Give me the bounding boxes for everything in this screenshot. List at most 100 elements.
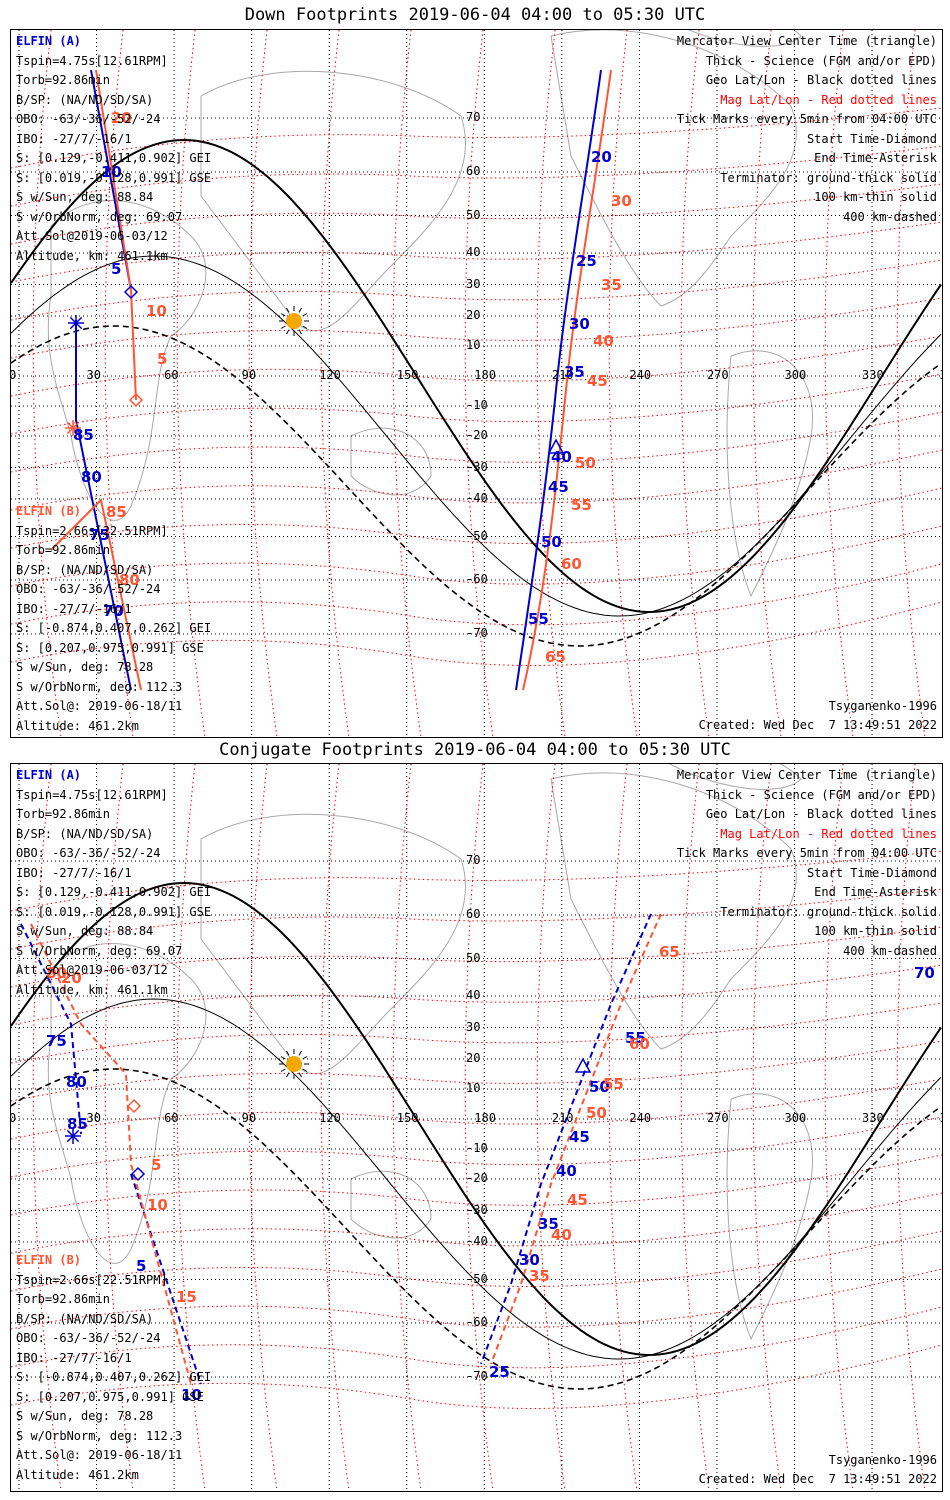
terminator-ground <box>11 138 942 614</box>
sat-a-line: S w/Sun, deg: 88.84 <box>16 190 154 204</box>
map-svg <box>11 764 942 1491</box>
track-tick-b: 60 <box>561 555 582 573</box>
lon-tick-label: 360 <box>940 1111 942 1125</box>
track-tick-b: 5 <box>151 1156 162 1174</box>
lon-tick-label: 150 <box>396 1111 419 1125</box>
sat-b-info: ELFIN (B) Tspin=2.66s[22.51RPM] Torb=92.86… <box>16 1251 211 1485</box>
lat-tick-label: -70 <box>466 626 488 640</box>
lat-tick-label: -10 <box>466 398 488 412</box>
legend-line: Geo Lat/Lon - Black dotted lines <box>705 73 937 87</box>
tracks <box>50 69 612 691</box>
sat-a-line: Tspin=4.75s[12.61RPM] <box>16 53 168 68</box>
sun-ray-4 <box>286 329 290 335</box>
center-triangle <box>574 1057 592 1073</box>
lon-tick-label: 210 <box>551 1111 574 1125</box>
track-tick-b: 50 <box>586 1104 607 1122</box>
track-tick-a: 85 <box>67 1115 88 1133</box>
track-tick-b: 45 <box>567 1191 588 1209</box>
sat-b-line: S w/OrbNorm, deg: 112.3 <box>16 1428 183 1443</box>
mag-parallel--5 <box>11 145 942 207</box>
mag-parallel-1 <box>11 373 942 435</box>
mag-parallel-0 <box>11 335 942 397</box>
sat-b-name: ELFIN (B) <box>16 1253 82 1267</box>
sat-a-line: B/SP: (NA/ND/SD/SA) <box>16 826 154 841</box>
tracks <box>20 913 662 1385</box>
track-tick-a: 75 <box>46 1032 67 1050</box>
mag-meridian-7 <box>536 764 566 1491</box>
track-tick-b: 80 <box>119 571 140 589</box>
lon-tick-label: 300 <box>784 368 807 382</box>
start-diamond-0 <box>130 1166 146 1182</box>
legend-line: Tick Marks every 5min from 04:00 UTC <box>676 846 937 860</box>
sun-ray-1 <box>302 325 308 329</box>
lat-tick-label: -20 <box>466 1171 488 1185</box>
mag-parallel-3 <box>11 449 942 511</box>
legend-line: 400 km-dashed <box>843 209 937 224</box>
track-tick-a: 80 <box>66 1073 87 1091</box>
track-tick-a: 30 <box>569 315 590 333</box>
sat-a-info: ELFIN (A) Tspin=4.75s[12.61RPM] Torb=92.86… <box>16 32 211 266</box>
lat-tick-label: 10 <box>466 338 481 352</box>
track-tick-b: 20 <box>111 109 132 127</box>
created-label: Created: Wed Dec 7 13:49:51 2022 <box>698 718 937 732</box>
track-tick-b: 10 <box>147 1196 168 1214</box>
sat-b-info: ELFIN (B) Tspin=2.66s[22.51RPM] Torb=92.86… <box>16 502 211 736</box>
lon-tick-label: 120 <box>319 1111 341 1125</box>
mag-parallel-0 <box>11 1078 942 1140</box>
legend-line: 100 km-thin solid <box>814 190 937 204</box>
mag-meridian-8 <box>608 764 638 1491</box>
lon-tick-label: 60 <box>164 1111 179 1125</box>
track-tick-a: 5 <box>111 260 122 278</box>
track-tick-a: 25 <box>576 252 597 270</box>
mag-meridian-6 <box>464 764 494 1491</box>
sat-a-line: S: [0.129,-0.411,0.902] GEI <box>16 885 212 899</box>
mag-meridian-2 <box>176 30 206 737</box>
mag-parallel--4 <box>11 183 942 245</box>
mag-meridian-12 <box>896 764 926 1491</box>
sat-a-info: ELFIN (A) Tspin=4.75s[12.61RPM] Torb=92.86… <box>16 766 211 1000</box>
track-tick-a: 50 <box>589 1078 610 1096</box>
track-tick-b: 65 <box>545 648 566 666</box>
lat-tick-label: 10 <box>466 1081 481 1095</box>
track-tick-b: 85 <box>106 503 127 521</box>
sat-b-track-west <box>30 923 192 1385</box>
sat-a-line: Altitude, km: 461.1km <box>16 248 168 263</box>
sat-b-line: IBO: -27/7/-16/1 <box>16 601 132 616</box>
sat-a-line: OBO: -63/-36/-52/-24 <box>16 112 161 126</box>
lat-tick-label: -30 <box>466 459 488 474</box>
track-tick-a: 35 <box>538 1215 559 1233</box>
track-tick-b: 5 <box>157 350 168 368</box>
mag-meridian-0 <box>32 764 62 1491</box>
lat-tick-label: 40 <box>466 988 481 1002</box>
sat-a-line: S w/OrbNorm, deg: 69.07 <box>16 943 183 958</box>
sun-ray-4 <box>286 1072 290 1078</box>
sat-a-line: S: [0.129,-0.411,0.902] GEI <box>16 151 212 165</box>
sat-b-line: S w/Sun, deg: 78.28 <box>16 660 154 674</box>
map-svg <box>11 30 942 737</box>
lon-tick-label: 210 <box>551 368 574 382</box>
lat-tick-label: 50 <box>466 950 481 965</box>
mag-meridian-4 <box>320 764 350 1491</box>
sat-a-line: B/SP: (NA/ND/SD/SA) <box>16 92 154 107</box>
mag-meridian-3 <box>248 764 278 1491</box>
legend-line: 100 km-thin solid <box>814 924 937 938</box>
asterisk-stroke-3 <box>69 316 83 330</box>
model-label: Tsyganenko-1996 <box>828 1453 937 1467</box>
mag-meridian-1 <box>104 764 134 1491</box>
track-tick-b: 15 <box>176 1288 197 1306</box>
mag-parallel--2 <box>11 259 942 321</box>
sat-a-line: S: [0.019,-0.128,0.991] GSE <box>16 904 212 919</box>
mag-meridian-10 <box>752 30 782 737</box>
track-tick-b: 80 <box>46 964 67 982</box>
end-asterisk-0 <box>65 1128 81 1144</box>
markers <box>65 284 565 454</box>
lat-tick-label: 30 <box>466 276 481 291</box>
mag-meridian-7 <box>536 30 566 737</box>
lat-tick-label: 40 <box>466 245 481 259</box>
legend-line: Mag Lat/Lon - Red dotted lines <box>720 826 937 841</box>
track-tick-a: 45 <box>548 478 569 496</box>
model-label: Tsyganenko-1996 <box>828 699 937 713</box>
terminators <box>11 138 942 647</box>
lon-tick-label: 240 <box>629 368 652 382</box>
track-tick-a: 70 <box>914 964 935 982</box>
